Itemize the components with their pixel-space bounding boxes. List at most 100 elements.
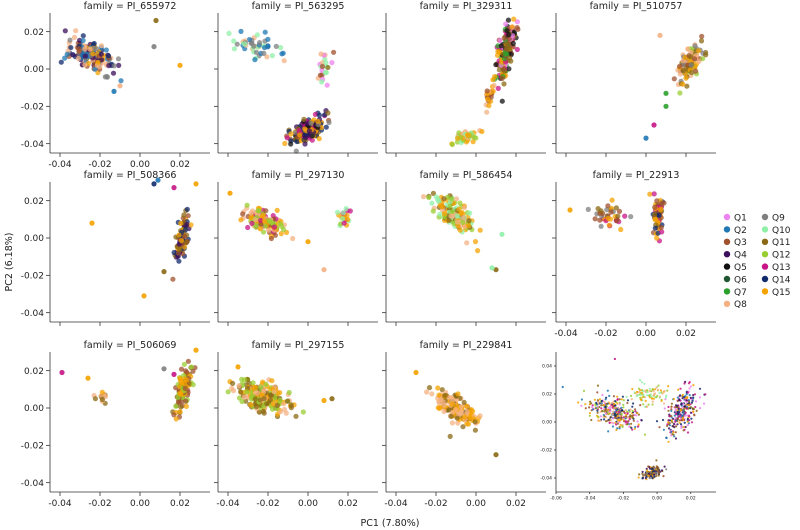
legend-marker: [723, 213, 731, 221]
data-point: [677, 412, 680, 415]
data-point: [321, 267, 327, 273]
data-point: [584, 407, 587, 410]
legend-marker: [723, 300, 731, 307]
data-point: [181, 233, 188, 239]
data-point: [626, 412, 629, 415]
data-point: [606, 222, 612, 228]
data-point: [643, 433, 647, 436]
data-point: [596, 399, 600, 402]
data-point: [430, 208, 436, 214]
data-point: [600, 402, 603, 405]
data-point: [663, 390, 666, 393]
data-point: [632, 402, 635, 405]
y-tick-label: -0.02: [21, 271, 44, 281]
data-point: [616, 418, 620, 421]
data-point: [648, 467, 652, 470]
panel-title: family = PI_563295: [252, 1, 345, 12]
data-point: [688, 54, 694, 60]
data-point: [682, 411, 685, 414]
data-point: [98, 51, 104, 57]
data-point: [694, 400, 698, 403]
data-point: [673, 435, 676, 438]
data-point: [181, 379, 188, 386]
data-point: [674, 416, 677, 419]
data-point: [652, 225, 658, 231]
data-point: [640, 419, 643, 422]
data-point: [489, 265, 495, 271]
data-point: [681, 417, 684, 420]
data-point: [277, 397, 283, 403]
y-tick-label: 0.02: [24, 28, 44, 38]
data-point: [693, 393, 697, 396]
data-point: [449, 196, 455, 202]
data-point: [436, 405, 442, 411]
data-point: [647, 191, 653, 197]
x-tick-label: 0.02: [676, 329, 696, 339]
data-point: [597, 217, 603, 223]
data-point: [413, 369, 419, 376]
data-point: [640, 388, 644, 392]
data-point: [622, 406, 625, 409]
data-point: [658, 395, 662, 398]
data-point: [506, 46, 513, 53]
data-point: [626, 421, 629, 424]
data-point: [609, 418, 612, 422]
data-point: [239, 398, 245, 405]
data-point: [609, 197, 615, 203]
data-point: [660, 469, 664, 472]
data-point: [249, 220, 255, 226]
legend-label: Q5: [734, 263, 747, 273]
data-point: [331, 49, 337, 55]
data-point: [439, 204, 445, 210]
x-axis-label: PC1 (7.80%): [360, 518, 419, 529]
data-point: [631, 416, 634, 419]
y-tick-label: 0.02: [24, 197, 44, 207]
data-point: [686, 431, 690, 434]
data-point: [465, 132, 472, 138]
data-point: [297, 132, 303, 138]
data-point: [603, 418, 606, 421]
data-point: [619, 423, 622, 427]
data-point: [449, 401, 455, 407]
data-point: [698, 396, 702, 399]
data-point: [615, 213, 621, 219]
data-point: [253, 404, 260, 410]
data-point: [637, 423, 640, 426]
data-point: [688, 394, 691, 397]
data-point: [683, 405, 687, 408]
data-point: [455, 391, 461, 397]
data-point: [115, 56, 122, 62]
legend-label: Q2: [734, 226, 747, 236]
data-point: [449, 141, 455, 148]
data-point: [627, 416, 630, 419]
data-point: [675, 425, 678, 428]
data-point: [670, 419, 673, 422]
data-point: [267, 218, 273, 224]
data-point: [614, 414, 617, 417]
panel-11: family = PI_229841 -0.04 -0.02 0.00 0.02: [382, 340, 546, 509]
data-point: [260, 229, 267, 235]
data-point: [671, 76, 677, 82]
data-point: [671, 421, 674, 424]
data-point: [651, 388, 654, 391]
data-point: [176, 232, 182, 238]
data-point: [652, 211, 658, 218]
x-tick-label: -0.02: [618, 496, 630, 502]
data-point: [325, 64, 331, 71]
data-point: [631, 405, 634, 408]
legend-marker: [723, 238, 731, 245]
data-point: [514, 46, 520, 53]
data-point: [171, 412, 177, 418]
data-point: [680, 419, 684, 422]
data-point: [630, 426, 633, 429]
data-point: [271, 389, 277, 395]
data-point: [655, 396, 658, 399]
data-point: [598, 223, 604, 229]
data-point: [106, 63, 112, 69]
data-point: [344, 212, 350, 218]
legend-marker: [761, 238, 769, 245]
data-point: [623, 420, 626, 423]
data-point: [626, 401, 629, 405]
x-tick-label: 0.02: [170, 160, 190, 170]
data-point: [682, 426, 685, 429]
